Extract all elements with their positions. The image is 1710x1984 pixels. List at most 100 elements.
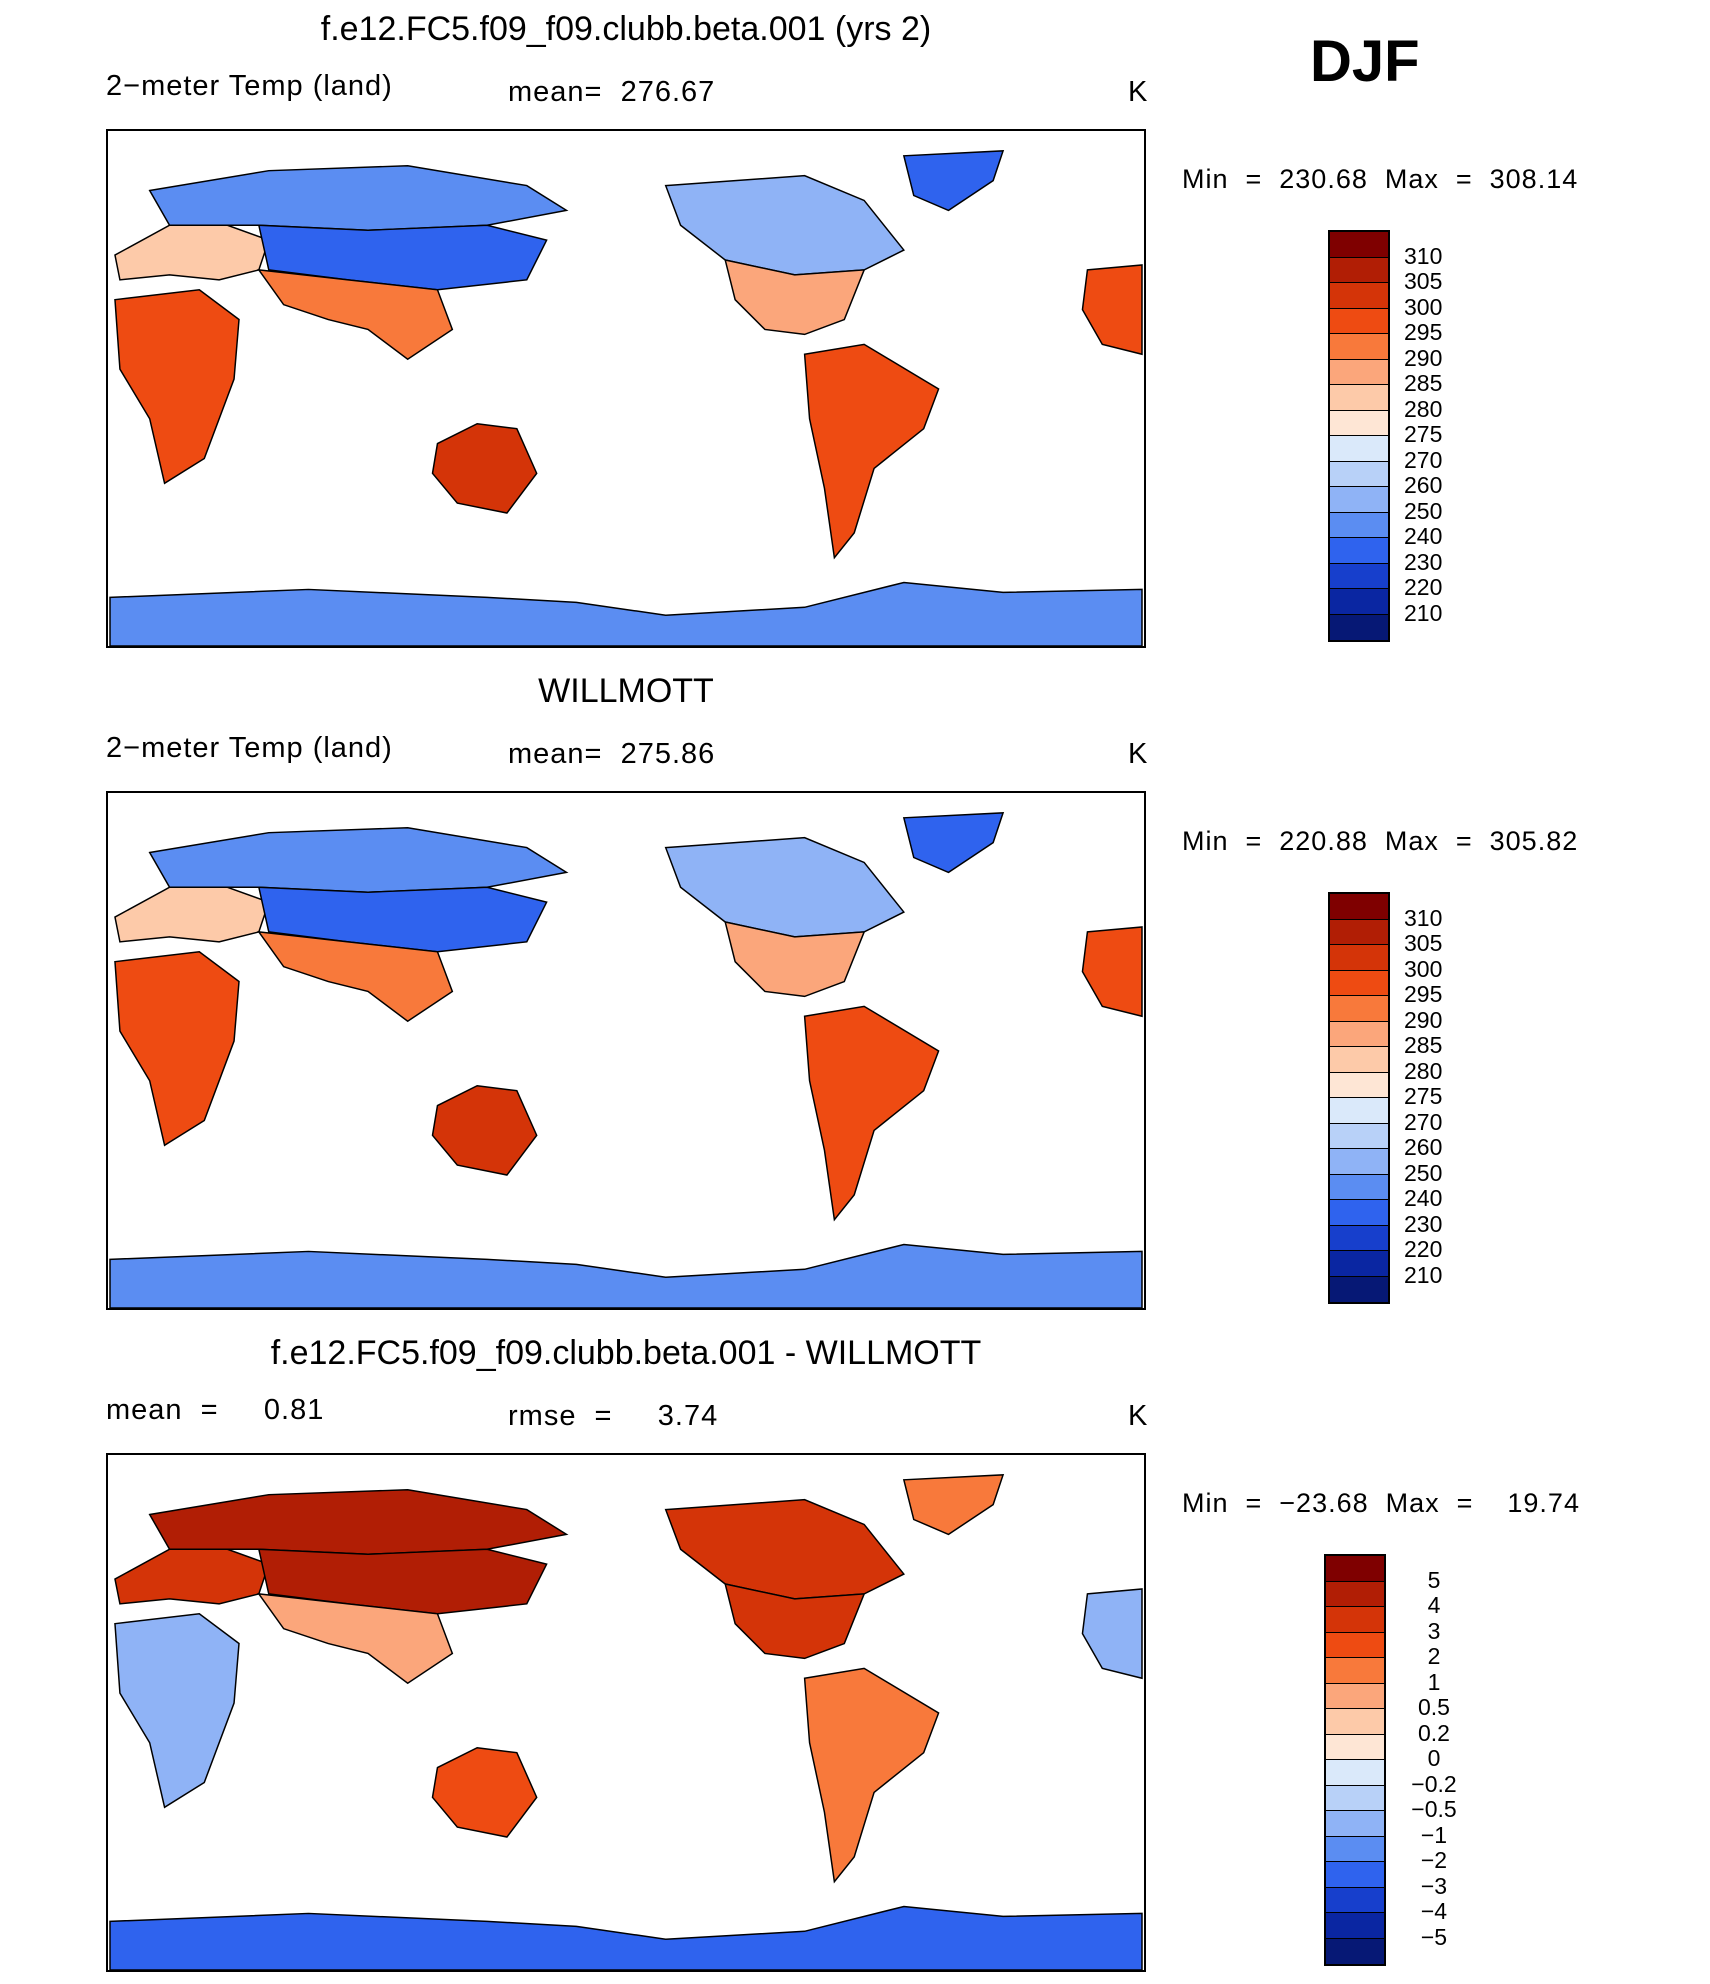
colorbar-tick-label: 230 [1404, 548, 1443, 575]
region-west-africa-wrap [1081, 264, 1143, 356]
panel-variable: 2−meter Temp (land) [106, 70, 393, 102]
region-antarctica [109, 1243, 1143, 1308]
colorbar-labels: 5 4 3 2 1 0.5 0.2 0 −0.2 −0.5 −1 −2 −3 −4 −5 [1404, 1566, 1464, 1951]
region-north-russia [148, 164, 569, 231]
region-india-se-asia [257, 930, 454, 1023]
colorbar-tick-label: 220 [1404, 574, 1443, 600]
colorbar-swatch [1330, 1098, 1388, 1124]
colorbar-swatch [1330, 487, 1388, 513]
region-africa [114, 1612, 240, 1809]
panel-stat: rmse = 3.74 [508, 1400, 719, 1432]
colorbar-swatch [1330, 1149, 1388, 1175]
region-north-america-south [724, 1583, 866, 1660]
colorbar-tick-label: 240 [1404, 523, 1443, 549]
colorbar-swatch [1330, 538, 1388, 564]
colorbar-swatch [1326, 1658, 1384, 1684]
region-north-america-north [664, 174, 905, 276]
colorbar-tick-label: 250 [1404, 1159, 1443, 1186]
colorbar-swatch [1330, 359, 1388, 385]
colorbar-tick-label: 1 [1427, 1668, 1441, 1695]
colorbar-tick-label: 4 [1427, 1592, 1441, 1618]
map-panel: f.e12.FC5.f09_f09.clubb.beta.001 (yrs 2)… [0, 0, 1710, 660]
colorbar-swatch [1330, 970, 1388, 996]
colorbar-labels: 310 305 300 295 290 285 280 275 270 260 250 240 230 2… [1404, 242, 1443, 627]
region-west-africa-wrap [1081, 926, 1143, 1018]
colorbar-tick-label: 300 [1404, 293, 1443, 320]
colorbar-tick-label: 2 [1427, 1643, 1441, 1669]
colorbar-swatch [1330, 894, 1388, 920]
colorbar-swatch [1330, 1123, 1388, 1149]
region-south-america [803, 343, 940, 560]
region-europe [114, 221, 270, 281]
world-map [109, 150, 1143, 646]
colorbar-tick-label: 0 [1427, 1745, 1441, 1771]
colorbar-swatch [1326, 1785, 1384, 1811]
colorbar-tick-label: 230 [1404, 1210, 1443, 1237]
colorbar-tick-label: 260 [1404, 472, 1443, 498]
colorbar-swatch [1330, 334, 1388, 360]
colorbar-swatch [1326, 1811, 1384, 1837]
region-australia [431, 1746, 538, 1838]
region-india-se-asia [257, 268, 454, 361]
colorbar-swatch [1330, 461, 1388, 487]
colorbar-swatch [1326, 1734, 1384, 1760]
colorbar-swatch [1326, 1709, 1384, 1735]
colorbar-tick-label: 210 [1404, 599, 1443, 626]
colorbar-tick-label: 3 [1427, 1617, 1441, 1644]
colorbar-swatch [1326, 1887, 1384, 1913]
panel-stat: mean= 276.67 [508, 76, 716, 108]
colorbar-swatch [1330, 1047, 1388, 1073]
colorbar-swatch [1326, 1607, 1384, 1633]
colorbar-swatch [1330, 1276, 1388, 1302]
colorbar [1328, 892, 1390, 1304]
region-south-america [803, 1005, 940, 1222]
colorbar-swatch [1330, 512, 1388, 538]
region-europe [114, 883, 270, 943]
colorbar-swatch [1330, 1021, 1388, 1047]
region-greenland [902, 1474, 1005, 1536]
season-label: DJF [1310, 29, 1420, 94]
min-max-label: Min = −23.68 Max = 19.74 [1182, 1488, 1580, 1518]
region-australia [431, 422, 538, 514]
region-south-america [803, 1667, 940, 1884]
colorbar-tick-label: 285 [1404, 370, 1443, 396]
colorbar-tick-label: 310 [1404, 904, 1443, 931]
region-north-america-south [724, 259, 866, 336]
colorbar-tick-label: 270 [1404, 1108, 1443, 1135]
map-panel: WILLMOTT 2−meter Temp (land) mean= 275.86 K… [0, 662, 1710, 1322]
panel-stat: mean= 275.86 [508, 738, 716, 770]
region-west-africa-wrap [1081, 1588, 1143, 1680]
colorbar-swatch [1326, 1760, 1384, 1786]
colorbar-tick-label: 295 [1404, 981, 1443, 1007]
colorbar-swatch [1326, 1581, 1384, 1607]
world-map [109, 812, 1143, 1308]
colorbar-swatch [1326, 1913, 1384, 1939]
panel-units: K [1128, 738, 1149, 770]
colorbar-labels: 310 305 300 295 290 285 280 275 270 260 250 240 230 2… [1404, 904, 1443, 1289]
panel-title: WILLMOTT [538, 672, 714, 710]
min-max-label: Min = 230.68 Max = 308.14 [1182, 164, 1579, 194]
colorbar-swatch [1330, 1174, 1388, 1200]
colorbar-tick-label: 310 [1404, 242, 1443, 269]
colorbar-tick-label: 270 [1404, 446, 1443, 473]
colorbar-tick-label: 0.5 [1418, 1694, 1450, 1720]
colorbar-tick-label: 280 [1404, 395, 1443, 422]
region-antarctica [109, 581, 1143, 646]
colorbar-tick-label: 5 [1427, 1566, 1441, 1593]
region-africa [114, 950, 240, 1147]
colorbar-swatch [1326, 1938, 1384, 1964]
colorbar [1324, 1554, 1386, 1966]
colorbar-swatch [1330, 436, 1388, 462]
colorbar-tick-label: 210 [1404, 1261, 1443, 1288]
colorbar-tick-label: 260 [1404, 1134, 1443, 1160]
panel-units: K [1128, 76, 1149, 108]
region-north-russia [148, 826, 569, 893]
panel-variable: mean = 0.81 [106, 1394, 325, 1426]
colorbar-swatch [1330, 257, 1388, 283]
colorbar-tick-label: −0.2 [1411, 1770, 1457, 1797]
colorbar-tick-label: −1 [1420, 1821, 1448, 1848]
colorbar-tick-label: −3 [1420, 1872, 1448, 1899]
colorbar-tick-label: 240 [1404, 1185, 1443, 1211]
panel-title: f.e12.FC5.f09_f09.clubb.beta.001 (yrs 2) [320, 10, 932, 48]
panel-variable: 2−meter Temp (land) [106, 732, 393, 764]
